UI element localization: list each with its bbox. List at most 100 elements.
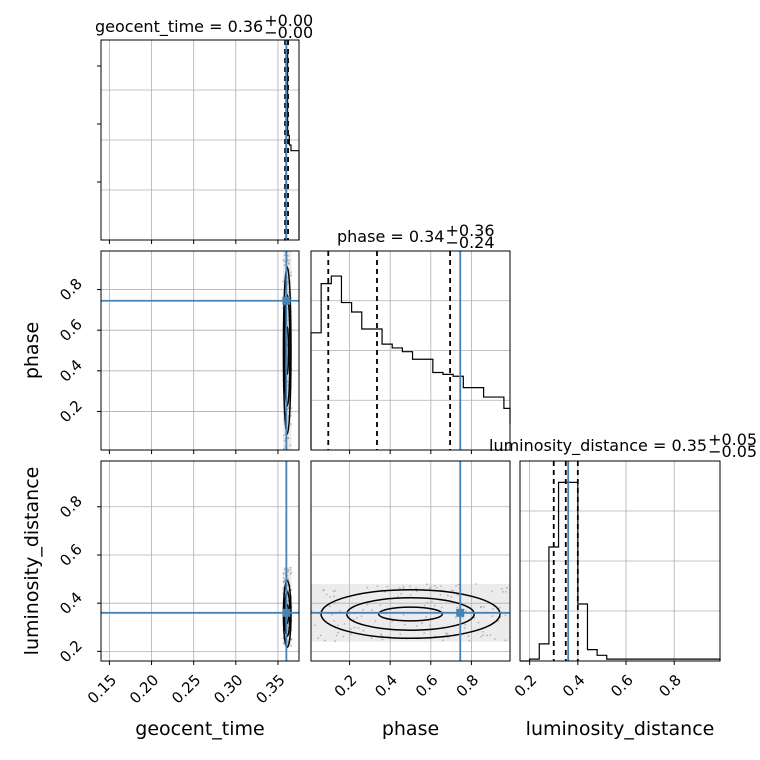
- sample-point-phase-luminosity_distance-29: [317, 637, 320, 639]
- sample-point-geocent_time-phase-124: [282, 280, 284, 283]
- tick-label-x-geocent_time-3: 0.30: [210, 671, 246, 707]
- sample-point-geocent_time-luminosity_distance-68: [282, 642, 285, 645]
- sample-point-phase-luminosity_distance-69: [504, 639, 507, 642]
- sample-point-geocent_time-phase-95: [290, 423, 292, 425]
- sample-point-phase-luminosity_distance-109: [380, 633, 382, 635]
- sample-point-phase-luminosity_distance-4: [337, 624, 339, 627]
- sample-point-phase-luminosity_distance-24: [457, 583, 460, 586]
- sample-point-phase-luminosity_distance-27: [333, 595, 335, 598]
- axes-frame-phase-luminosity_distance: [310, 460, 511, 662]
- panel-title-phase: phase = 0.34 +0.36−0.24: [337, 221, 495, 252]
- sample-point-phase-luminosity_distance-26: [416, 625, 418, 627]
- sample-point-phase-luminosity_distance-116: [493, 638, 496, 640]
- sample-point-phase-luminosity_distance-136: [480, 605, 483, 608]
- sample-point-phase-luminosity_distance-8: [456, 606, 459, 609]
- grid-layer: [101, 40, 720, 661]
- sample-point-phase-luminosity_distance-90: [409, 594, 412, 596]
- sample-point-phase-luminosity_distance-66: [334, 589, 337, 592]
- histogram-phase: [310, 275, 511, 450]
- axes-frame-phase-phase: [310, 250, 511, 451]
- tick-label-x-luminosity_distance-1: 0.4: [559, 671, 589, 701]
- sample-point-phase-luminosity_distance-88: [428, 587, 431, 590]
- sample-point-phase-luminosity_distance-15: [439, 594, 442, 596]
- sample-point-phase-luminosity_distance-96: [335, 634, 338, 637]
- sample-point-phase-luminosity_distance-32: [477, 621, 480, 624]
- sample-point-phase-luminosity_distance-111: [353, 626, 356, 629]
- sample-point-phase-luminosity_distance-99: [371, 609, 373, 612]
- sample-point-geocent_time-luminosity_distance-70: [287, 568, 289, 571]
- sample-point-phase-luminosity_distance-123: [433, 584, 436, 587]
- sample-point-phase-luminosity_distance-91: [409, 585, 411, 588]
- sample-point-phase-luminosity_distance-75: [489, 634, 492, 636]
- tick-label-x-luminosity_distance-2: 0.6: [607, 671, 637, 701]
- sample-point-phase-luminosity_distance-28: [491, 590, 494, 593]
- sample-point-phase-luminosity_distance-101: [362, 608, 364, 611]
- sample-point-phase-luminosity_distance-6: [498, 607, 501, 609]
- sample-point-phase-luminosity_distance-16: [455, 585, 457, 587]
- sample-point-phase-luminosity_distance-81: [442, 639, 444, 642]
- sample-point-phase-luminosity_distance-13: [337, 631, 339, 634]
- sample-point-phase-luminosity_distance-112: [475, 583, 477, 585]
- sample-point-phase-luminosity_distance-127: [504, 614, 507, 617]
- sample-point-phase-luminosity_distance-39: [402, 613, 405, 616]
- sample-point-geocent_time-luminosity_distance-21: [290, 645, 293, 647]
- tick-label-x-luminosity_distance-3: 0.8: [655, 671, 685, 701]
- sample-point-phase-luminosity_distance-78: [338, 610, 341, 612]
- sample-point-phase-luminosity_distance-121: [464, 623, 467, 626]
- sample-point-phase-luminosity_distance-41: [403, 623, 406, 626]
- sample-point-phase-luminosity_distance-49: [425, 616, 427, 618]
- sample-point-geocent_time-luminosity_distance-122: [289, 566, 292, 569]
- sample-point-phase-luminosity_distance-38: [399, 633, 402, 635]
- sample-point-phase-luminosity_distance-64: [379, 604, 382, 607]
- sample-point-phase-luminosity_distance-133: [349, 633, 352, 636]
- sample-point-phase-luminosity_distance-42: [328, 605, 331, 608]
- tick-label-x-geocent_time-4: 0.35: [252, 671, 288, 707]
- sample-point-phase-luminosity_distance-33: [430, 601, 433, 603]
- sample-point-phase-luminosity_distance-108: [446, 632, 449, 635]
- sample-point-phase-luminosity_distance-79: [380, 634, 383, 637]
- sample-point-phase-luminosity_distance-89: [329, 596, 332, 598]
- sample-point-geocent_time-phase-2: [282, 258, 285, 261]
- sample-point-phase-luminosity_distance-103: [447, 636, 449, 639]
- sample-point-geocent_time-phase-5: [284, 254, 286, 257]
- panel-title-text-phase: phase = 0.34: [337, 227, 444, 246]
- sample-point-geocent_time-luminosity_distance-137: [282, 581, 285, 584]
- tick-label-x-phase-0: 0.2: [331, 671, 361, 701]
- tick-label-x-luminosity_distance-0: 0.2: [511, 671, 541, 701]
- sample-point-phase-luminosity_distance-45: [435, 586, 438, 589]
- tick-label-x-geocent_time-0: 0.15: [84, 671, 120, 707]
- sample-point-phase-luminosity_distance-0: [362, 629, 365, 632]
- sample-point-phase-luminosity_distance-128: [465, 610, 467, 612]
- tick-label-x-phase-2: 0.6: [412, 671, 442, 701]
- sample-point-phase-luminosity_distance-110: [440, 585, 442, 587]
- axes-frame-geocent_time-luminosity_distance: [100, 460, 300, 662]
- truth-marker-phase-luminosity_distance: [456, 608, 465, 617]
- sample-point-phase-luminosity_distance-102: [322, 589, 325, 592]
- sample-point-geocent_time-phase-73: [287, 291, 290, 294]
- tick-label-x-geocent_time-1: 0.20: [126, 671, 162, 707]
- panel-title-geocent_time: geocent_time = 0.36 +0.00−0.00: [95, 11, 313, 42]
- sample-point-geocent_time-phase-126: [287, 262, 290, 264]
- sample-point-geocent_time-phase-1: [282, 434, 285, 437]
- sample-point-phase-luminosity_distance-115: [376, 585, 379, 588]
- data-layer: [101, 40, 721, 662]
- sample-point-phase-luminosity_distance-125: [386, 585, 389, 588]
- axes-frame-geocent_time-geocent_time: [100, 39, 300, 241]
- tick-label-y-luminosity_distance-2: 0.6: [56, 540, 86, 570]
- histogram-luminosity_distance: [520, 481, 721, 662]
- sample-point-phase-luminosity_distance-37: [421, 622, 423, 625]
- sample-point-geocent_time-phase-59: [283, 260, 286, 263]
- sample-point-phase-luminosity_distance-74: [504, 590, 507, 593]
- sample-point-phase-luminosity_distance-52: [349, 628, 352, 630]
- axes-frame-luminosity_distance-luminosity_distance: [519, 460, 721, 662]
- tick-label-y-luminosity_distance-1: 0.4: [56, 588, 86, 618]
- sample-point-phase-luminosity_distance-95: [423, 604, 426, 607]
- sample-point-phase-luminosity_distance-58: [468, 639, 471, 642]
- sample-point-phase-luminosity_distance-120: [482, 634, 485, 637]
- sample-point-phase-luminosity_distance-138: [391, 620, 394, 622]
- sample-point-phase-luminosity_distance-51: [342, 635, 345, 638]
- sample-point-phase-luminosity_distance-34: [492, 607, 494, 610]
- sample-point-phase-luminosity_distance-80: [325, 593, 328, 596]
- panel-title-luminosity_distance: luminosity_distance = 0.35 +0.05−0.05: [489, 430, 757, 461]
- sample-point-geocent_time-luminosity_distance-59: [290, 571, 293, 574]
